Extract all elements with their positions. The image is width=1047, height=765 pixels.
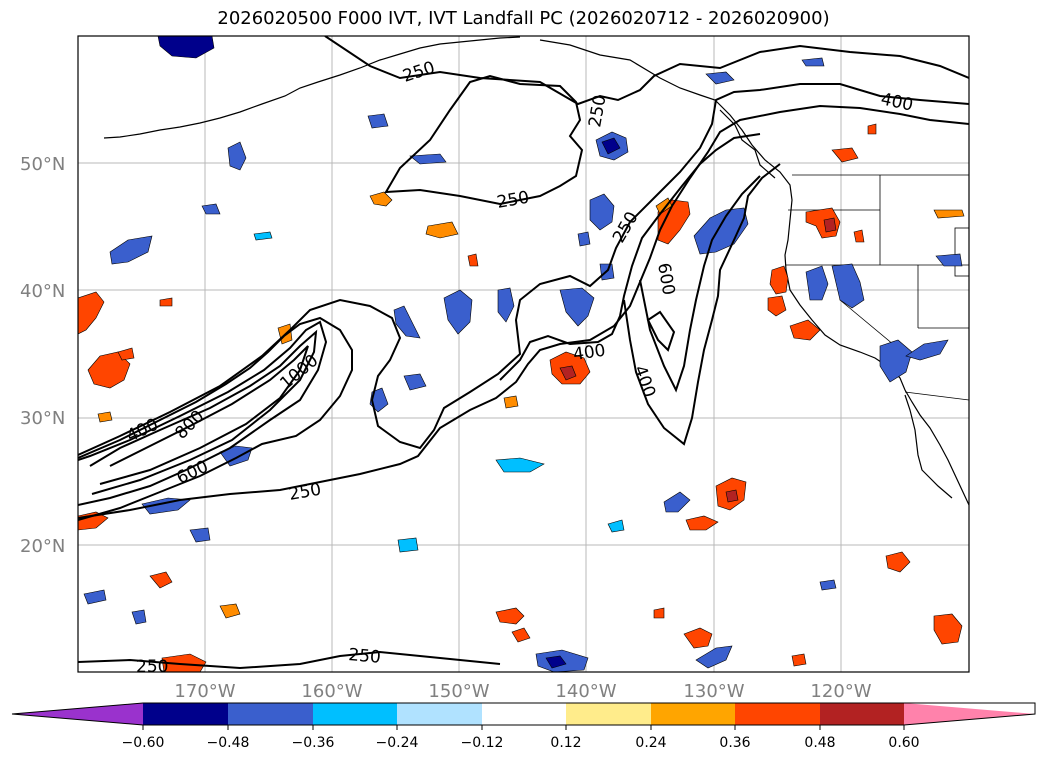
lat-label-20n: 20°N bbox=[20, 536, 65, 557]
lon-label-160w: 160°W bbox=[301, 681, 362, 702]
colorbar-tick: 0.36 bbox=[719, 735, 750, 751]
colorbar-tick: −0.60 bbox=[122, 735, 165, 751]
colorbar-segment bbox=[228, 703, 313, 725]
colorbar-extend-low bbox=[12, 703, 143, 725]
colorbar-segment bbox=[313, 703, 397, 725]
lat-label-40n: 40°N bbox=[20, 281, 65, 302]
colorbar-segment bbox=[143, 703, 228, 725]
lat-label-30n: 30°N bbox=[20, 408, 65, 429]
colorbar-segment bbox=[397, 703, 482, 725]
pc-positive-shading bbox=[78, 123, 965, 672]
lat-label-50n: 50°N bbox=[20, 154, 65, 175]
colorbar-segment bbox=[482, 703, 566, 725]
contour-label-400-mid: 400 bbox=[572, 341, 607, 365]
colorbar-segment bbox=[566, 703, 651, 725]
colorbar-tick: −0.48 bbox=[207, 735, 250, 751]
colorbar-segment bbox=[735, 703, 820, 725]
ivt-contours bbox=[78, 36, 969, 670]
contour-label-250-bottom: 250 bbox=[348, 645, 382, 668]
lon-label-130w: 130°W bbox=[683, 681, 744, 702]
colorbar-tick: −0.36 bbox=[292, 735, 335, 751]
colorbar-tick: 0.12 bbox=[550, 735, 581, 751]
colorbar-segment bbox=[820, 703, 904, 725]
colorbar-segment bbox=[651, 703, 735, 725]
coastlines bbox=[103, 36, 969, 506]
contour-label-250-bottom-left: 250 bbox=[136, 657, 168, 677]
colorbar: −0.60 −0.48 −0.36 −0.24 −0.12 0.12 0.24 … bbox=[11, 702, 1036, 751]
colorbar-tick: 0.60 bbox=[888, 735, 919, 751]
longitude-labels: 170°W 160°W 150°W 140°W 130°W 120°W bbox=[174, 681, 871, 702]
colorbar-tick: 0.24 bbox=[635, 735, 666, 751]
pc-negative-shading bbox=[83, 36, 963, 672]
colorbar-extend-high bbox=[904, 703, 1035, 725]
latitude-labels: 50°N 40°N 30°N 20°N bbox=[20, 154, 65, 557]
lon-label-150w: 150°W bbox=[428, 681, 489, 702]
map-frame bbox=[77, 35, 970, 673]
lon-label-170w: 170°W bbox=[174, 681, 235, 702]
colorbar-tick: −0.24 bbox=[376, 735, 419, 751]
colorbar-tick: 0.48 bbox=[804, 735, 835, 751]
lon-label-140w: 140°W bbox=[555, 681, 616, 702]
map-title: 2026020500 F000 IVT, IVT Landfall PC (20… bbox=[217, 8, 830, 29]
lon-label-120w: 120°W bbox=[810, 681, 871, 702]
colorbar-tick: −0.12 bbox=[461, 735, 504, 751]
